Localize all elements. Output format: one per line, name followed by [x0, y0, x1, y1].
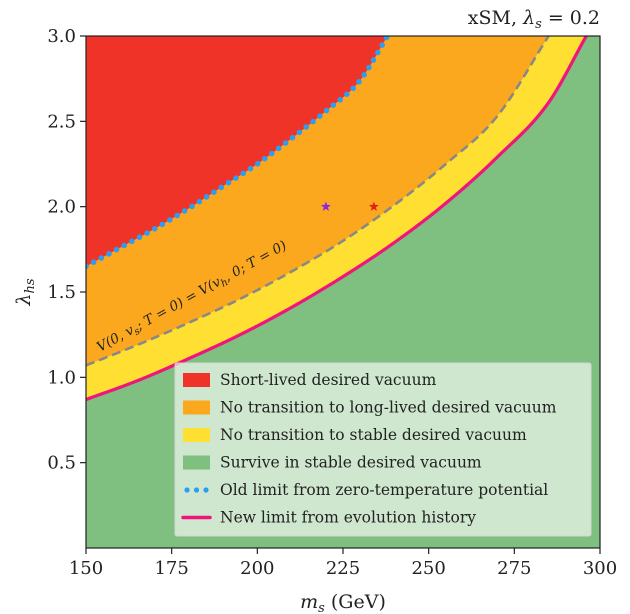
legend-label-2: No transition to long-lived desired vacu…	[220, 399, 557, 417]
x-tick-label: 200	[240, 558, 274, 579]
chart-title: xSM, λs = 0.2	[468, 7, 600, 32]
y-tick-label: 3.0	[47, 26, 76, 47]
x-tick-label: 225	[326, 558, 360, 579]
old-limit-dotted-line	[86, 36, 391, 270]
legend-swatch-3	[183, 428, 210, 442]
legend-label-3: No transition to stable desired vacuum	[220, 426, 527, 444]
legend-dot	[203, 487, 209, 493]
legend-swatch-2	[183, 400, 210, 415]
legend: Short-lived desired vacuum No transition …	[174, 362, 592, 537]
dashed-boundary-line	[86, 36, 550, 367]
x-tick-label: 175	[154, 558, 188, 579]
star-marker-1	[320, 201, 331, 211]
legend-dot	[193, 487, 200, 493]
x-tick-label: 300	[583, 558, 617, 579]
legend-label-4: Survive in stable desired vacuum	[220, 454, 482, 472]
plot-area	[86, 36, 600, 548]
axis-ticks: 150 175 200 225 250 275 300 0.5 1.0 1.5 2.0 2.5 3.0	[47, 26, 617, 579]
legend-label-5: Old limit from zero-temperature potentia…	[220, 481, 548, 499]
legend-label-1: Short-lived desired vacuum	[220, 371, 437, 389]
new-limit-line	[86, 36, 588, 402]
y-tick-label: 1.5	[47, 282, 76, 303]
x-tick-label: 250	[411, 558, 445, 579]
star-marker-2	[368, 201, 379, 211]
y-axis-label: λhs	[13, 278, 38, 306]
y-tick-label: 1.0	[47, 367, 76, 388]
legend-dot	[184, 487, 190, 493]
y-tick-label: 2.5	[47, 111, 76, 132]
x-tick-label: 150	[69, 558, 103, 579]
legend-box	[174, 362, 592, 537]
x-tick-label: 275	[497, 558, 531, 579]
legend-label-6: New limit from evolution history	[220, 509, 476, 527]
legend-swatch-4	[183, 455, 210, 470]
y-tick-label: 2.0	[47, 197, 76, 218]
region-short-lived	[86, 36, 388, 267]
y-tick-label: 0.5	[47, 453, 76, 474]
legend-swatch-1	[183, 373, 210, 387]
x-axis-label: ms (GeV)	[300, 591, 386, 614]
